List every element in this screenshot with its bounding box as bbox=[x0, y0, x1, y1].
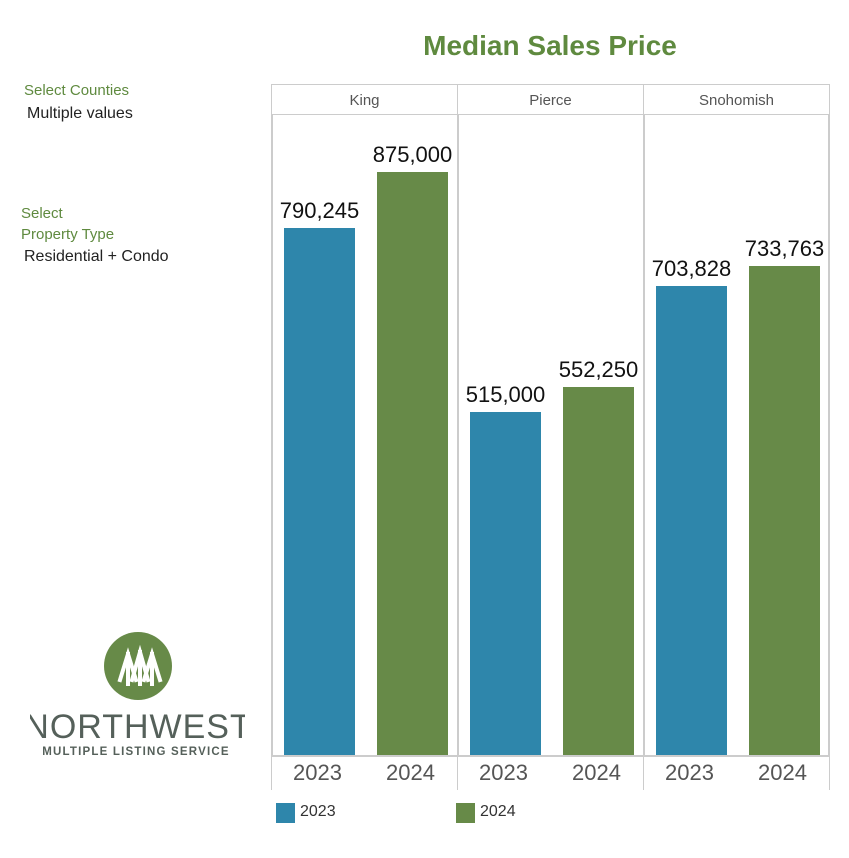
x-tick-pierce-2023: 2023 bbox=[479, 760, 528, 785]
panel-king bbox=[271, 115, 458, 755]
counties-filter-label: Select Counties bbox=[24, 82, 130, 99]
bar-snohomish-2023[interactable] bbox=[656, 285, 727, 755]
x-axis-pierce bbox=[457, 755, 644, 790]
bar-king-2024[interactable] bbox=[377, 171, 448, 755]
bar-pierce-2024[interactable] bbox=[563, 386, 634, 755]
legend-swatch-2023 bbox=[276, 803, 295, 823]
x-tick-snohomish-2023: 2023 bbox=[665, 760, 714, 785]
data-label-pierce-2024: 552,250 bbox=[558, 356, 639, 382]
chart-title: Median Sales Price bbox=[423, 30, 677, 61]
data-label-snohomish-2023: 703,828 bbox=[651, 255, 732, 281]
counties-filter-value[interactable]: Multiple values bbox=[27, 105, 133, 122]
data-label-pierce-2023: 515,000 bbox=[465, 381, 546, 407]
panel-header-king: King bbox=[271, 84, 458, 115]
legend-label-2024[interactable]: 2024 bbox=[480, 803, 516, 820]
panel-pierce bbox=[457, 115, 644, 755]
property-filter-value[interactable]: Residential + Condo bbox=[24, 248, 169, 265]
x-tick-king-2023: 2023 bbox=[293, 760, 342, 785]
panel-snohomish bbox=[643, 115, 830, 755]
legend-swatch-2024 bbox=[456, 803, 475, 823]
property-filter-label-2: Property Type bbox=[21, 226, 115, 243]
bar-king-2023[interactable] bbox=[284, 228, 355, 755]
data-label-snohomish-2024: 733,763 bbox=[744, 235, 825, 261]
svg-text:NORTHWEST: NORTHWEST bbox=[30, 708, 245, 746]
property-filter-label-1: Select bbox=[21, 205, 63, 222]
x-tick-king-2024: 2024 bbox=[386, 760, 435, 785]
data-label-king-2024: 875,000 bbox=[372, 141, 453, 167]
panel-header-pierce: Pierce bbox=[457, 84, 644, 115]
bar-pierce-2023[interactable] bbox=[470, 411, 541, 755]
nwmls-logo: NORTHWEST MULTIPLE LISTING SERVICE bbox=[24, 630, 251, 760]
data-label-king-2023: 790,245 bbox=[279, 198, 360, 224]
x-tick-pierce-2024: 2024 bbox=[572, 760, 621, 785]
bar-snohomish-2024[interactable] bbox=[749, 265, 820, 755]
x-axis-snohomish bbox=[643, 755, 830, 790]
panel-header-snohomish: Snohomish bbox=[643, 84, 830, 115]
x-tick-snohomish-2024: 2024 bbox=[758, 760, 807, 785]
x-axis-king bbox=[271, 755, 458, 790]
svg-text:MULTIPLE LISTING SERVICE: MULTIPLE LISTING SERVICE bbox=[42, 746, 229, 758]
legend-label-2023[interactable]: 2023 bbox=[300, 803, 336, 820]
